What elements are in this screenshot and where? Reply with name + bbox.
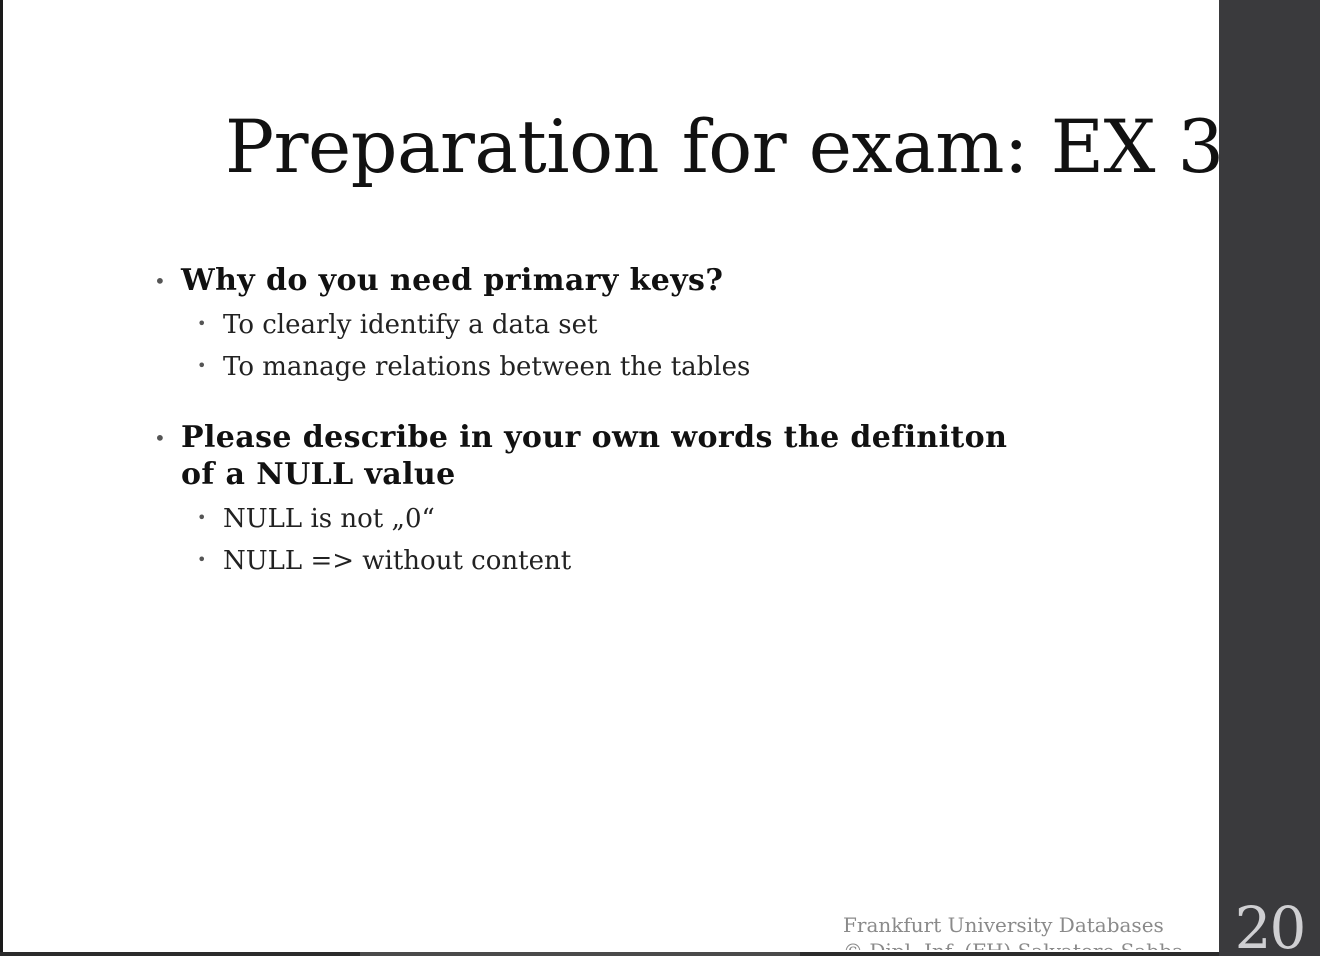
bullet-text-line-1: Please describe in your own words the de… xyxy=(181,420,1008,455)
sub-bullet-dot-icon: • xyxy=(197,314,207,333)
sub-bullet-text: NULL is not „0“ xyxy=(223,504,435,534)
sub-bullet-dot-icon: • xyxy=(197,550,207,569)
sub-bullet-text: NULL => without content xyxy=(223,546,572,576)
slide: Preparation for exam: EX 3 • Why do you … xyxy=(3,0,1224,952)
slide-title: Preparation for exam: EX 3 xyxy=(225,105,1224,190)
sub-bullet-item: • NULL is not „0“ xyxy=(181,499,1051,541)
bullet-dot-icon: • xyxy=(154,269,166,293)
sub-bullet-text: To clearly identify a data set xyxy=(223,310,598,340)
sub-bullet-list: • To clearly identify a data set • To ma… xyxy=(181,305,1051,389)
bullet-list: • Why do you need primary keys? • To cle… xyxy=(151,262,1051,613)
bullet-item-null-value: • Please describe in your own words the … xyxy=(151,419,1051,583)
bottom-progress-segment xyxy=(360,952,800,956)
bullet-dot-icon: • xyxy=(154,426,166,450)
page-number-sidebar: 20 xyxy=(1219,0,1320,956)
sub-bullet-list: • NULL is not „0“ • NULL => without cont… xyxy=(181,499,1051,583)
bullet-text: Why do you need primary keys? xyxy=(181,263,724,298)
bullet-item-primary-keys: • Why do you need primary keys? • To cle… xyxy=(151,262,1051,389)
sub-bullet-dot-icon: • xyxy=(197,508,207,527)
footer-line-2: © Dipl.-Inf. (FH) Salvatore Sabba xyxy=(843,938,1184,950)
sub-bullet-item: • To manage relations between the tables xyxy=(181,347,1051,389)
slide-footer: Frankfurt University Databases © Dipl.-I… xyxy=(843,912,1184,950)
bullet-text-line-2: of a NULL value xyxy=(181,457,456,492)
sub-bullet-item: • NULL => without content xyxy=(181,541,1051,583)
left-edge-border xyxy=(0,0,3,956)
sub-bullet-text: To manage relations between the tables xyxy=(223,352,751,382)
sub-bullet-dot-icon: • xyxy=(197,356,207,375)
page-number: 20 xyxy=(1234,894,1307,956)
footer-line-1: Frankfurt University Databases xyxy=(843,913,1164,937)
sub-bullet-item: • To clearly identify a data set xyxy=(181,305,1051,347)
